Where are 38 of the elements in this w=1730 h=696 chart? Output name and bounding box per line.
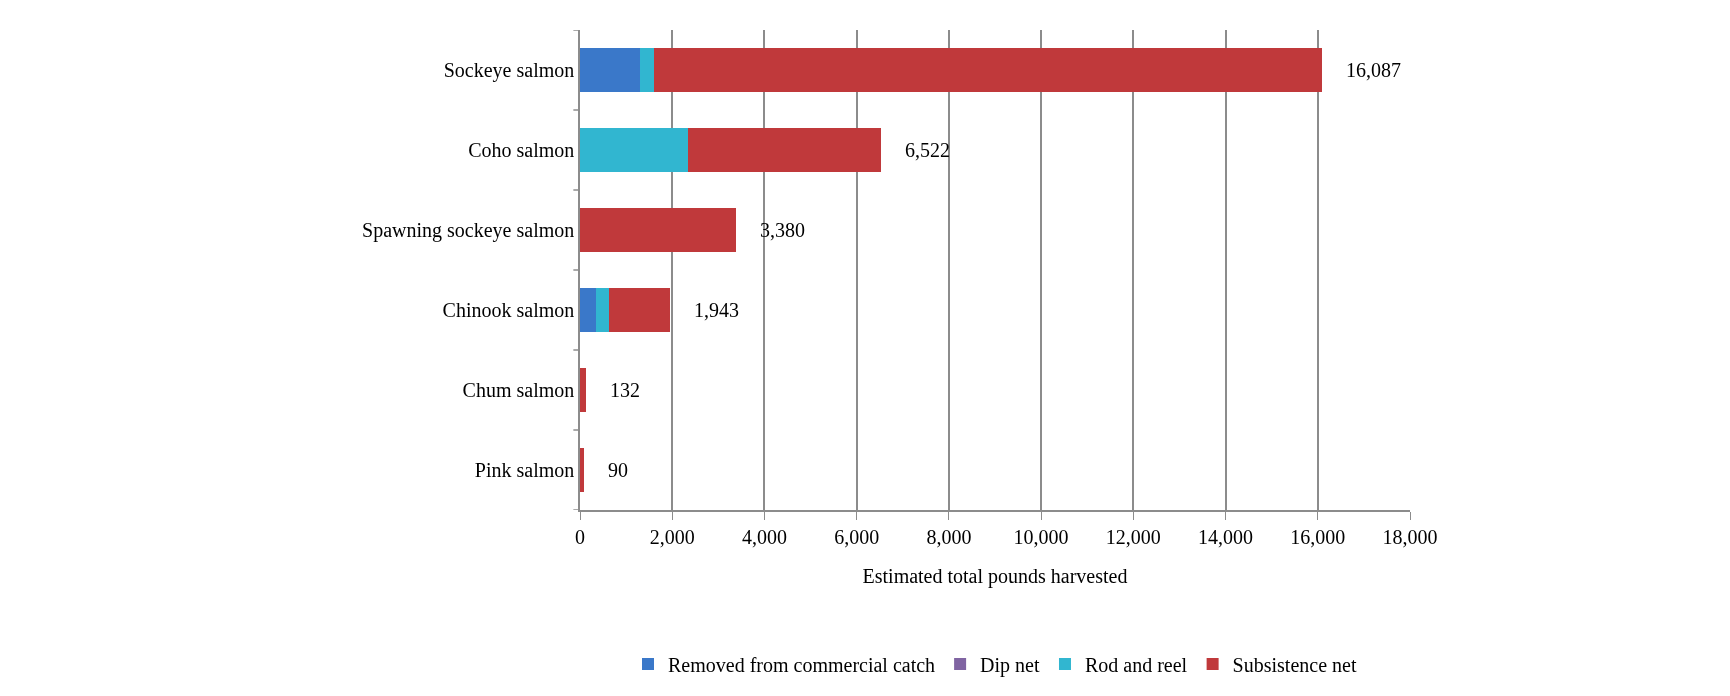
y-tick-label: Chum salmon — [462, 379, 575, 401]
legend-label: Dip net — [980, 653, 1040, 677]
bar — [596, 288, 610, 332]
x-axis-title: Estimated total pounds harvested — [862, 564, 1128, 588]
legend-label: Rod and reel — [1084, 653, 1188, 676]
legend-label: Subsistence net — [1232, 653, 1357, 676]
x-tick-label: 10,000 — [1013, 525, 1069, 548]
legend-label: Removed from commercial catch — [668, 653, 936, 676]
bar — [580, 448, 585, 492]
bar — [580, 128, 689, 172]
x-tick-label: 6,000 — [834, 525, 880, 548]
x-tick-label: 16,000 — [1290, 525, 1346, 548]
x-tick-label: 12,000 — [1105, 525, 1161, 548]
y-tick-label: Spawning sockeye salmon — [362, 219, 575, 242]
bar — [639, 48, 654, 92]
total-label: 90 — [608, 459, 628, 481]
bar — [580, 48, 640, 92]
bar — [609, 288, 670, 332]
x-tick-label: 8,000 — [926, 525, 972, 548]
bar — [580, 288, 597, 332]
y-tick-label: Chinook salmon — [442, 299, 575, 321]
x-tick-label: 4,000 — [741, 525, 787, 548]
total-label: 1,943 — [694, 299, 739, 321]
total-label: 132 — [610, 379, 640, 401]
x-tick-label: 2,000 — [649, 525, 695, 548]
total-label: 6,522 — [905, 139, 950, 161]
total-label: 16,087 — [1346, 59, 1401, 81]
x-tick-label: 14,000 — [1198, 525, 1254, 548]
x-tick-label: 0 — [575, 525, 585, 548]
total-label: 3,380 — [760, 219, 805, 241]
bar — [653, 48, 1322, 92]
bar — [580, 368, 587, 412]
x-tick-label: 18,000 — [1382, 525, 1438, 548]
bar — [688, 128, 881, 172]
y-tick-label: Sockeye salmon — [443, 59, 575, 82]
y-tick-label: Pink salmon — [474, 459, 575, 481]
bar — [580, 208, 736, 252]
y-tick-label: Coho salmon — [468, 139, 575, 161]
